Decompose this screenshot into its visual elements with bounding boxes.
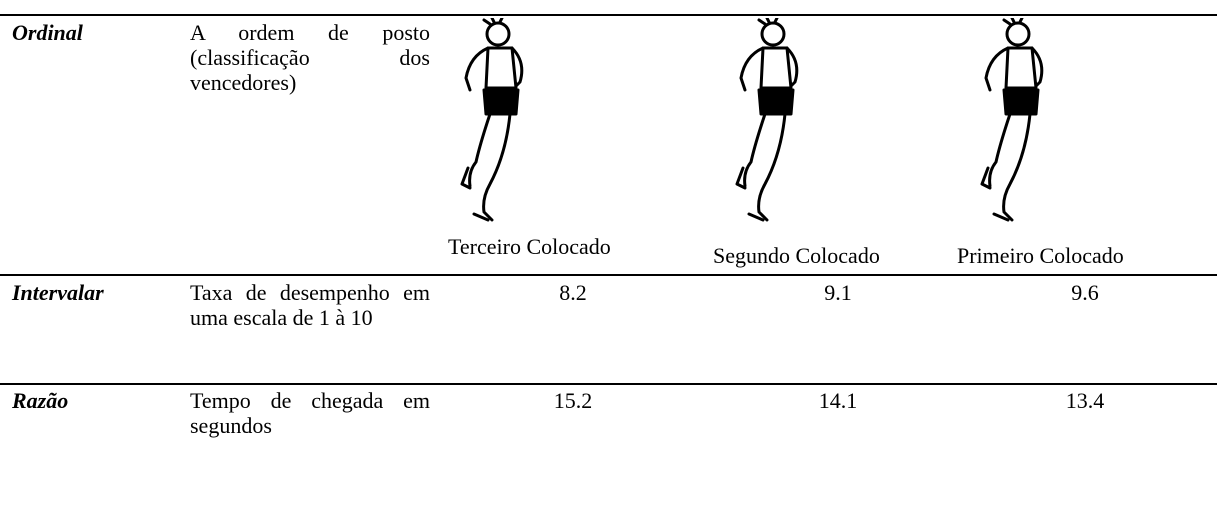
- table-rule: [0, 383, 1217, 385]
- table-cell: 9.6: [1071, 280, 1099, 305]
- table-cell: 8.2: [559, 280, 587, 305]
- row-label: Ordinal: [12, 20, 83, 45]
- table-rule: [0, 274, 1217, 276]
- row-description: Tempo de chegada em segundos: [190, 388, 430, 438]
- runner-icon: [980, 18, 1044, 222]
- row-label: Razão: [12, 388, 69, 413]
- table-rule: [0, 14, 1217, 16]
- table-cell: 9.1: [824, 280, 852, 305]
- caption: Primeiro Colocado: [957, 243, 1124, 268]
- table-cell: 13.4: [1065, 388, 1105, 413]
- runner-icon: [460, 18, 524, 222]
- runner-icon: [735, 18, 799, 222]
- row-label: Intervalar: [12, 280, 104, 305]
- row-description: A ordem de posto (classificação dos venc…: [190, 20, 430, 95]
- table-cell: 15.2: [553, 388, 593, 413]
- row-description: Taxa de desempenho em uma escala de 1 à …: [190, 280, 430, 330]
- table-cell: 14.1: [818, 388, 858, 413]
- caption: Segundo Colocado: [713, 243, 880, 268]
- caption: Terceiro Colocado: [448, 234, 611, 259]
